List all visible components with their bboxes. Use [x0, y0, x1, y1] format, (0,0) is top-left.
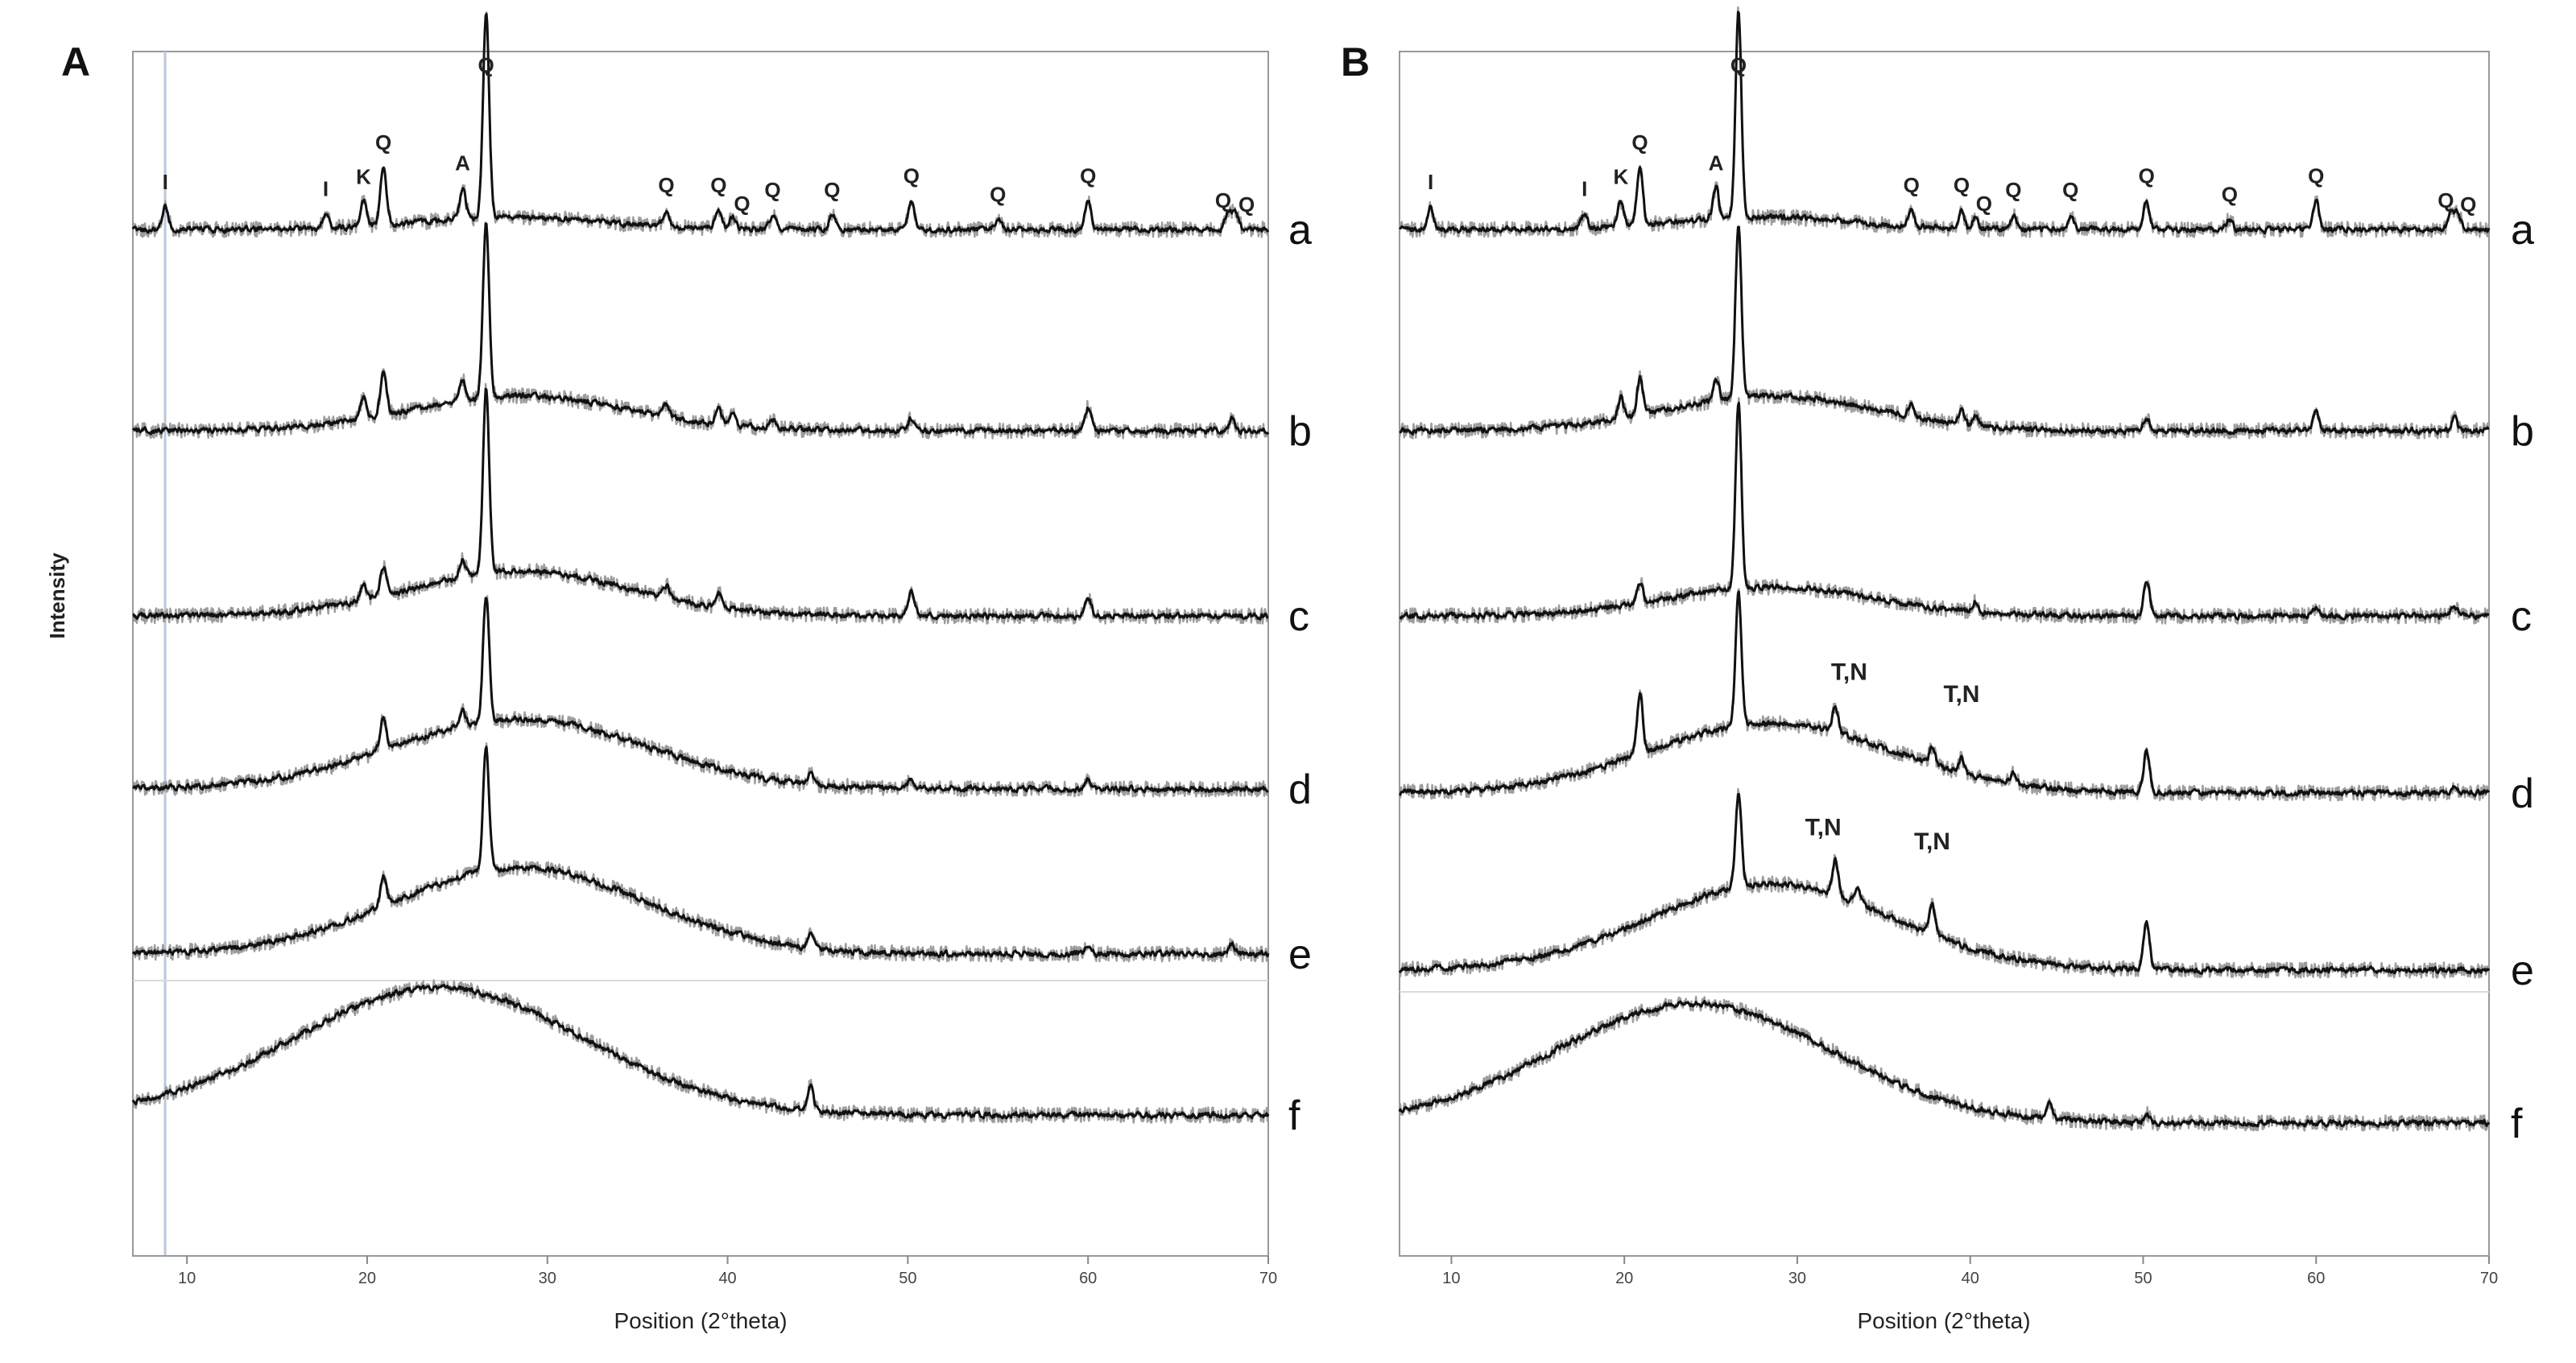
sample-labels-b: a b c d e f [2511, 207, 2534, 1147]
peak-label-q: Q [2222, 182, 2238, 206]
sample-label-b: b [2511, 408, 2534, 455]
sample-label-d: d [2511, 770, 2534, 817]
peak-label-k: K [356, 164, 371, 188]
peak-label-q: Q [1730, 53, 1747, 77]
peak-label-q: Q [1080, 163, 1096, 188]
traces-a [131, 10, 1270, 1124]
sample-label-e: e [2511, 948, 2534, 994]
peak-label-t-n: T,N [1805, 814, 1842, 841]
x-tick-label: 70 [1259, 1270, 1277, 1287]
traces-b [1398, 6, 2491, 1132]
peak-label-i: I [323, 176, 329, 200]
peak-label-q: Q [2460, 192, 2476, 217]
x-tick-label: 10 [178, 1270, 196, 1287]
x-tick-label: 50 [899, 1270, 916, 1287]
series-f-noise [131, 979, 1270, 1124]
peak-label-a: A [455, 151, 470, 176]
x-ticks-b: 10 20 30 40 50 60 70 [1442, 1256, 2498, 1287]
x-tick-label: 10 [1442, 1270, 1460, 1287]
panel-letter-a: A [61, 39, 90, 85]
series-c-line [132, 387, 1269, 621]
series-b-noise [1398, 228, 2491, 440]
panel-letter-b: B [1341, 39, 1370, 85]
x-axis-label-b: Position (2°theta) [1857, 1308, 2030, 1333]
sample-label-f: f [2511, 1101, 2523, 1147]
y-axis-label: Intensity [45, 552, 69, 638]
peak-label-q: Q [1215, 188, 1231, 213]
peak-label-q: Q [990, 182, 1006, 206]
x-tick-label: 30 [539, 1270, 556, 1287]
x-tick-label: 20 [1615, 1270, 1633, 1287]
series-e-noise [131, 742, 1270, 963]
sample-label-a: a [2511, 207, 2534, 254]
x-tick-label: 50 [2134, 1270, 2152, 1287]
peak-label-q: Q [1631, 130, 1648, 155]
peak-label-q: Q [658, 173, 674, 197]
peak-label-q: Q [478, 53, 494, 77]
series-e-noise [1398, 787, 2491, 979]
series-c-line [1399, 402, 2490, 621]
peak-label-q: Q [2437, 188, 2454, 213]
peak-label-i: I [1428, 170, 1433, 194]
x-tick-label: 40 [718, 1270, 736, 1287]
peak-label-q: Q [1238, 192, 1255, 217]
series-a-noise [131, 10, 1270, 238]
peak-label-q: Q [903, 163, 920, 188]
x-tick-label: 40 [1962, 1270, 1979, 1287]
sample-label-d: d [1288, 766, 1312, 813]
sample-label-a: a [1288, 207, 1312, 254]
peak-label-t-n: T,N [1943, 681, 1979, 708]
series-b-line [131, 222, 1270, 436]
series-e-line [131, 746, 1270, 959]
peak-label-q: Q [710, 173, 726, 197]
sample-label-c: c [2511, 593, 2532, 640]
sample-labels-a: a b c d e f [1288, 207, 1312, 1139]
peak-label-k: K [1614, 164, 1629, 188]
series-b-noise [131, 221, 1270, 440]
series-d-line [132, 597, 1269, 794]
series-d-line [1398, 590, 2491, 798]
peak-label-t-n: T,N [1914, 828, 1950, 855]
peak-label-i: I [163, 170, 168, 194]
x-ticks-a: 10 20 30 40 50 60 70 [178, 1256, 1277, 1287]
sample-label-b: b [1288, 408, 1312, 455]
peak-label-q: Q [1976, 192, 1992, 216]
series-a-line [131, 12, 1270, 234]
peak-label-q: Q [2062, 178, 2078, 202]
series-a-line [1398, 10, 2491, 235]
sample-label-e: e [1288, 931, 1312, 978]
peak-label-q: Q [1904, 173, 1920, 197]
series-f-line [131, 984, 1270, 1120]
peak-label-i: I [1582, 176, 1587, 200]
sample-label-f: f [1288, 1092, 1300, 1139]
x-axis-label-a: Position (2°theta) [614, 1308, 787, 1333]
sample-label-c: c [1288, 593, 1309, 640]
peak-label-t-n: T,N [1831, 659, 1867, 685]
peak-label-q: Q [764, 178, 780, 202]
x-tick-label: 60 [1079, 1270, 1097, 1287]
peak-label-a: A [1709, 151, 1724, 176]
series-e-line [1398, 792, 2491, 975]
series-a-noise [1398, 6, 2491, 238]
x-tick-label: 70 [2480, 1270, 2498, 1287]
x-tick-label: 20 [358, 1270, 376, 1287]
series-f-line [1398, 1000, 2491, 1128]
series-b-line [1399, 225, 2490, 436]
peak-label-q: Q [734, 192, 750, 216]
peak-label-q: Q [1954, 173, 1970, 197]
peak-label-q: Q [2308, 163, 2324, 188]
x-tick-label: 60 [2307, 1270, 2325, 1287]
peak-label-q: Q [375, 130, 391, 155]
peak-label-q: Q [2005, 178, 2021, 202]
peak-label-q: Q [824, 178, 840, 202]
x-tick-label: 30 [1788, 1270, 1806, 1287]
peak-label-q: Q [2139, 163, 2155, 188]
series-f-noise [1398, 995, 2491, 1132]
